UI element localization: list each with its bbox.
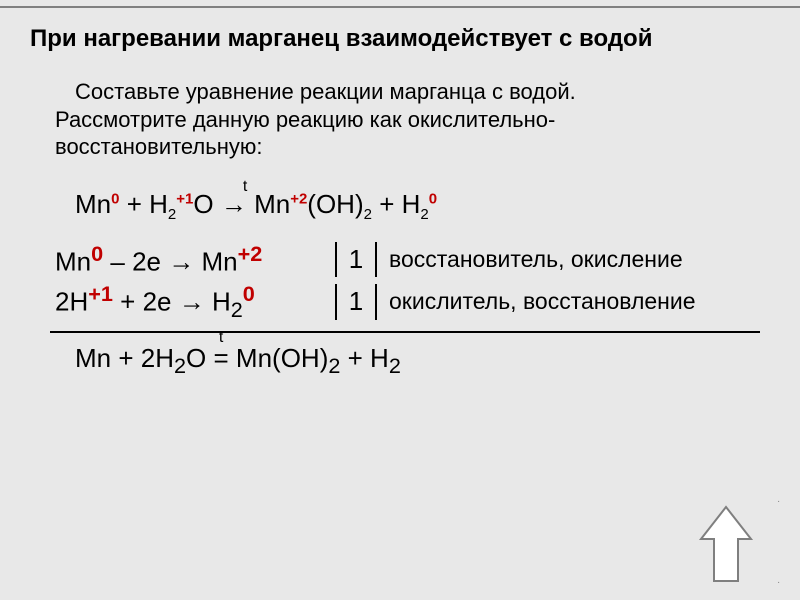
h1-ox-l: 0	[91, 241, 103, 266]
fin-t4: + H	[340, 343, 388, 373]
eq-plus2: +	[379, 189, 401, 219]
fin-s2: 2	[328, 353, 340, 378]
eq-mn: Mn	[75, 189, 111, 219]
h2-e: + 2e →	[113, 287, 212, 317]
h2-ox-l: +1	[88, 281, 113, 306]
task-line-2: Рассмотрите данную реакцию как окислител…	[55, 107, 555, 132]
fin-t3: Mn(OH)	[229, 343, 329, 373]
h1-e: – 2e →	[103, 246, 201, 276]
h2-h-l: H	[69, 287, 88, 317]
half2-eq: 2H+1 + 2e → H20	[55, 279, 335, 324]
task-line-1: Составьте уравнение реакции марганца с в…	[75, 79, 576, 104]
slide-title: При нагревании марганец взаимодействует …	[20, 25, 780, 53]
eq-rhs-oh-sub: 2	[364, 206, 372, 223]
final-equation: Mn + 2H2O t= Mn(OH)2 + H2	[20, 343, 780, 379]
top-rule	[0, 6, 800, 8]
separator-rule	[50, 331, 760, 333]
fin-s3: 2	[389, 353, 401, 378]
eq-h: H	[149, 189, 168, 219]
slide: При нагревании марганец взаимодействует …	[0, 0, 800, 600]
h2-coef: 2	[55, 287, 69, 317]
half1-eq: Mn0 – 2e → Mn+2	[55, 239, 335, 280]
fin-t-label: t	[219, 329, 223, 347]
eq-rhs-mn-ox: +2	[290, 190, 307, 207]
eq-h-ox: +1	[176, 190, 193, 207]
eq-rhs-mn: Mn	[254, 189, 290, 219]
fin-s1: 2	[174, 353, 186, 378]
decor-dot-1: .	[777, 494, 780, 505]
decor-dot-2: .	[777, 575, 780, 586]
half2-coef: 1	[335, 284, 377, 319]
eq-rhs-h-sub: 2	[420, 206, 428, 223]
task-text: Составьте уравнение реакции марганца с в…	[20, 78, 780, 161]
main-equation: Mn0 + H2+1O t → Mn+2(OH)2 + H20	[20, 186, 780, 225]
eq-mn-ox: 0	[111, 190, 119, 207]
h1-ox-r: +2	[238, 241, 263, 266]
up-arrow-icon[interactable]	[697, 505, 755, 585]
h1-mn-l: Mn	[55, 246, 91, 276]
h2-ox-r: 0	[243, 281, 255, 306]
half2-role: окислитель, восстановление	[377, 286, 696, 317]
half-equation-2: 2H+1 + 2e → H20 1 окислитель, восстановл…	[20, 279, 780, 324]
fin-t1: Mn + 2H	[75, 343, 174, 373]
h1-mn-r: Mn	[201, 246, 237, 276]
fin-eq: =	[214, 343, 229, 373]
eq-h-sub: 2	[168, 206, 176, 223]
h2-h-r: H	[212, 287, 231, 317]
fin-t2: O	[186, 343, 213, 373]
eq-rhs-h-ox: 0	[429, 190, 437, 207]
eq-o: O	[193, 189, 213, 219]
half1-role: восстановитель, окисление	[377, 244, 683, 275]
half1-coef: 1	[335, 242, 377, 277]
eq-plus1: +	[127, 189, 149, 219]
task-line-3: восстановительную:	[55, 134, 263, 159]
half-equation-1: Mn0 – 2e → Mn+2 1 восстановитель, окисле…	[20, 239, 780, 280]
eq-rhs-oh: (OH)	[307, 189, 363, 219]
h2-sub: 2	[231, 297, 243, 322]
eq-rhs-h: H	[402, 189, 421, 219]
eq-t-label: t	[243, 176, 247, 198]
equation-line: Mn0 + H2+1O t → Mn+2(OH)2 + H20	[75, 186, 780, 225]
